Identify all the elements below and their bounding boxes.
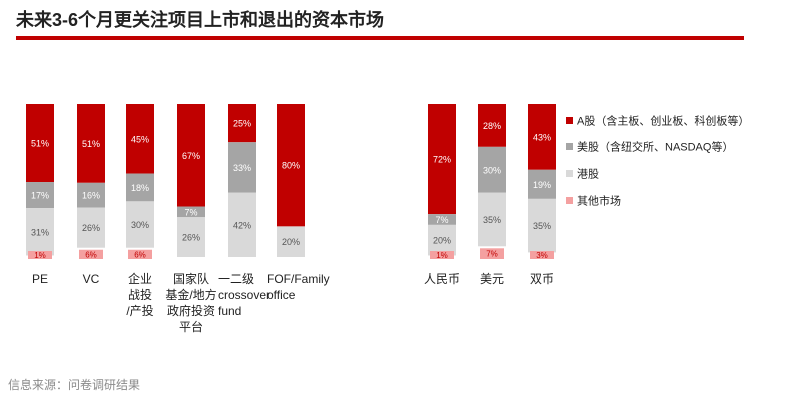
- bar-segment: [26, 182, 54, 209]
- category-label: 美元: [480, 272, 504, 286]
- bar-value-label: 19%: [533, 180, 551, 190]
- bar-segment: [478, 146, 506, 193]
- bar-segment: [177, 206, 205, 218]
- bar-segment: [126, 104, 154, 174]
- bar-segment: [428, 104, 456, 215]
- bar-value-label: 26%: [82, 223, 100, 233]
- bar-segment: [277, 104, 305, 227]
- bar-value-label: 17%: [31, 191, 49, 201]
- bar-value-label: 7%: [486, 250, 498, 259]
- bar-value-label: 45%: [131, 134, 149, 144]
- bar-value-label: 42%: [233, 220, 251, 230]
- legend-swatch: [566, 117, 573, 124]
- bar-segment: [478, 104, 506, 147]
- legend-swatch: [566, 197, 573, 204]
- bar-value-label: 1%: [34, 251, 46, 260]
- bar-value-label: 51%: [82, 139, 100, 149]
- bar-segment: [77, 207, 105, 248]
- category-label: 国家队基金/地方政府投资平台: [165, 271, 216, 334]
- legend-entry: 港股: [577, 168, 599, 181]
- bar-segment: [228, 192, 256, 257]
- bar-segment: [277, 226, 305, 257]
- legend-swatch: [566, 170, 573, 177]
- bar-segment: [228, 104, 256, 143]
- bar-value-label: 1%: [436, 251, 448, 260]
- bar-value-label: 25%: [233, 119, 251, 129]
- bar-segment: [26, 104, 54, 183]
- bar-segment: [77, 182, 105, 208]
- bar-value-label: 33%: [233, 163, 251, 173]
- bar-value-label: 3%: [536, 251, 548, 260]
- bar-segment: [126, 201, 154, 248]
- bar-value-label: 72%: [433, 155, 451, 165]
- bar-value-label: 31%: [31, 227, 49, 237]
- category-label: 人民币: [424, 272, 460, 286]
- bar-value-label: 30%: [483, 165, 501, 175]
- bar-value-label: 20%: [282, 237, 300, 247]
- bar-value-label: 18%: [131, 183, 149, 193]
- bar-value-label: 7%: [435, 215, 448, 225]
- bar-segment-other: [480, 248, 504, 259]
- bar-segment-other: [79, 249, 103, 259]
- category-label: 企业战投/产投: [126, 271, 153, 318]
- bar-value-label: 20%: [433, 236, 451, 246]
- legend-swatch: [566, 143, 573, 150]
- bar-segment: [126, 173, 154, 202]
- bar-value-label: 67%: [182, 151, 200, 161]
- bar-value-label: 51%: [31, 139, 49, 149]
- legend-entry: 美股（含纽交所、NASDAQ等）: [577, 140, 733, 154]
- category-label: 双币: [530, 272, 554, 286]
- category-label: FOF/Family office: [267, 272, 330, 302]
- bar-segment: [528, 104, 556, 170]
- bar-segment: [177, 104, 205, 207]
- bar-segment: [428, 224, 456, 256]
- title-divider: [16, 36, 744, 40]
- page-title: 未来3-6个月更关注项目上市和退出的资本市场: [16, 10, 385, 30]
- bar-value-label: 28%: [483, 121, 501, 131]
- bar-value-label: 43%: [533, 132, 551, 142]
- bar-segment: [528, 169, 556, 199]
- category-label: PE: [32, 272, 48, 286]
- bar-value-label: 35%: [483, 215, 501, 225]
- category-label: 一二级 crossover fund: [218, 272, 270, 318]
- bar-segment-other: [128, 249, 152, 259]
- bar-segment: [26, 208, 54, 256]
- bar-segment: [478, 192, 506, 247]
- legend-entry: 其他市场: [577, 194, 621, 208]
- bar-value-label: 80%: [282, 161, 300, 171]
- bar-value-label: 6%: [85, 250, 97, 259]
- bar-value-label: 35%: [533, 221, 551, 231]
- bar-segment-other: [28, 251, 52, 259]
- bar-segment: [177, 217, 205, 257]
- bar-value-label: 30%: [131, 220, 149, 230]
- bar-value-label: 16%: [82, 191, 100, 201]
- bar-segment: [428, 214, 456, 225]
- bar-segment-other: [530, 251, 554, 259]
- bar-value-label: 26%: [182, 233, 200, 243]
- bar-segment-other: [430, 251, 454, 259]
- bar-value-label: 6%: [134, 250, 146, 259]
- bar-segment: [228, 142, 256, 193]
- bar-segment: [77, 104, 105, 183]
- bar-segment: [528, 198, 556, 253]
- category-label: VC: [83, 272, 100, 286]
- bar-value-label: 7%: [184, 207, 197, 217]
- source-note: 信息来源：问卷调研结果: [8, 378, 141, 392]
- legend-entry: A股（含主板、创业板、科创板等）: [577, 114, 749, 128]
